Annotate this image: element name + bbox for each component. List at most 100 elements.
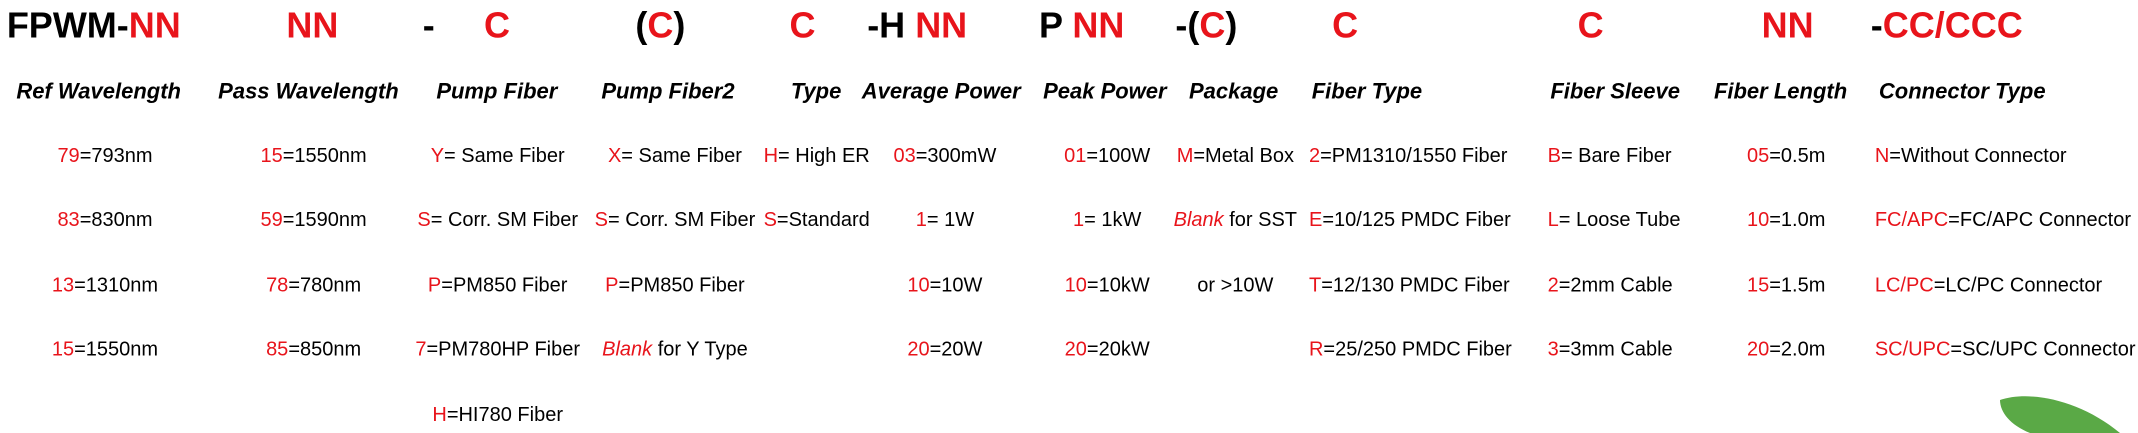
entry-desc: =1.5m bbox=[1769, 275, 1825, 297]
entry: 1= 1kW bbox=[1073, 209, 1141, 231]
entry: P=PM850 Fiber bbox=[428, 275, 568, 297]
entry-desc: = Same Fiber bbox=[444, 145, 565, 167]
code-part: NN bbox=[286, 4, 338, 45]
code-segment: C bbox=[789, 4, 815, 45]
entry-desc: = High ER bbox=[778, 145, 870, 167]
entry-desc: =PM850 Fiber bbox=[441, 275, 568, 297]
code-part: NN bbox=[915, 4, 967, 45]
entry: 10=1.0m bbox=[1747, 209, 1825, 231]
entry: 7=PM780HP Fiber bbox=[415, 339, 580, 361]
entry-desc: for Y Type bbox=[652, 339, 748, 361]
entry-desc: =PM780HP Fiber bbox=[426, 339, 580, 361]
code-part: - bbox=[423, 4, 435, 45]
entry: Blank for Y Type bbox=[602, 339, 748, 361]
entry: H= High ER bbox=[764, 145, 870, 167]
entry-desc: =1550nm bbox=[74, 339, 158, 361]
entry: E=10/125 PMDC Fiber bbox=[1309, 209, 1511, 231]
entry: SC/UPC=SC/UPC Connector bbox=[1875, 339, 2136, 361]
code-part: C bbox=[484, 4, 510, 45]
entry: 15=1550nm bbox=[52, 339, 158, 361]
entry: X= Same Fiber bbox=[608, 145, 742, 167]
entry-code: SC/UPC bbox=[1875, 339, 1951, 361]
entry: B= Bare Fiber bbox=[1548, 145, 1672, 167]
entry: N=Without Connector bbox=[1875, 145, 2067, 167]
column-header: Package bbox=[1189, 79, 1278, 104]
entry-desc: =12/130 PMDC Fiber bbox=[1321, 275, 1510, 297]
entry-code: 15 bbox=[52, 339, 74, 361]
entry-desc: =10W bbox=[930, 275, 983, 297]
entry-code: N bbox=[1875, 145, 1889, 167]
entry-desc: =2.0m bbox=[1769, 339, 1825, 361]
entry-desc: = Same Fiber bbox=[621, 145, 742, 167]
column-header: Pump Fiber bbox=[436, 79, 558, 104]
entry: S= Corr. SM Fiber bbox=[595, 209, 756, 231]
entry-desc: or >10W bbox=[1197, 275, 1273, 297]
code-part: NN bbox=[1762, 4, 1814, 45]
entry: R=25/250 PMDC Fiber bbox=[1309, 339, 1512, 361]
code-part: C bbox=[1199, 4, 1225, 45]
code-segment: P NN bbox=[1039, 4, 1124, 45]
entry-code: S bbox=[595, 209, 608, 231]
entry-code: 59 bbox=[261, 209, 283, 231]
entry-desc: =HI780 Fiber bbox=[447, 404, 564, 426]
entry-desc: =25/250 PMDC Fiber bbox=[1323, 339, 1512, 361]
code-part: NN bbox=[129, 4, 181, 45]
entry-code: LC/PC bbox=[1875, 275, 1934, 297]
entry-desc: =SC/UPC Connector bbox=[1950, 339, 2135, 361]
entry-desc: =1.0m bbox=[1769, 209, 1825, 231]
code-segment: NN bbox=[286, 4, 338, 45]
code-segment: C bbox=[1578, 4, 1604, 45]
entry-code: 2 bbox=[1309, 145, 1320, 167]
code-segment: (C) bbox=[635, 4, 685, 45]
column-header: Average Power bbox=[861, 79, 1022, 104]
entry-code: 78 bbox=[266, 275, 288, 297]
entry-desc: =Metal Box bbox=[1193, 145, 1294, 167]
entry-desc: =850nm bbox=[288, 339, 361, 361]
entry-code: 05 bbox=[1747, 145, 1769, 167]
entry-desc: = Loose Tube bbox=[1559, 209, 1681, 231]
column-header: Fiber Sleeve bbox=[1550, 79, 1680, 104]
column-header: Peak Power bbox=[1043, 79, 1168, 104]
entry-desc: =1550nm bbox=[283, 145, 367, 167]
code-part: ( bbox=[635, 4, 647, 45]
entry-code: Blank bbox=[1174, 209, 1225, 231]
entry-desc: = 1kW bbox=[1084, 209, 1141, 231]
entry-desc: =PM850 Fiber bbox=[619, 275, 746, 297]
entry: 20=20W bbox=[907, 339, 982, 361]
code-segment: - bbox=[423, 4, 435, 45]
code-part: CC/CCC bbox=[1883, 4, 2023, 45]
entry-desc: =20W bbox=[930, 339, 983, 361]
entry: Blank for SST bbox=[1174, 209, 1297, 231]
entry-code: Blank bbox=[602, 339, 653, 361]
entry-desc: =Standard bbox=[777, 209, 870, 231]
entry: 79=793nm bbox=[57, 145, 152, 167]
code-part: C bbox=[647, 4, 673, 45]
entry-code: 10 bbox=[1747, 209, 1769, 231]
column-header: Fiber Length bbox=[1714, 79, 1847, 104]
column-header: Type bbox=[791, 79, 842, 104]
entry: 01=100W bbox=[1064, 145, 1150, 167]
column-header: Pump Fiber2 bbox=[601, 79, 735, 104]
entry-code: P bbox=[605, 275, 618, 297]
column-header: Connector Type bbox=[1879, 79, 2046, 104]
entry: 83=830nm bbox=[57, 209, 152, 231]
entry-code: B bbox=[1548, 145, 1561, 167]
entry: P=PM850 Fiber bbox=[605, 275, 745, 297]
entry-desc: =0.5m bbox=[1769, 145, 1825, 167]
entry-code: M bbox=[1177, 145, 1194, 167]
code-part: C bbox=[1332, 4, 1358, 45]
code-part: ) bbox=[1225, 4, 1237, 45]
entry-desc: = Bare Fiber bbox=[1561, 145, 1672, 167]
column-header: Fiber Type bbox=[1312, 79, 1422, 104]
entry-code: T bbox=[1309, 275, 1321, 297]
code-segment: -CC/CCC bbox=[1871, 4, 2023, 45]
entry-desc: =10kW bbox=[1087, 275, 1150, 297]
entry-desc: =LC/PC Connector bbox=[1934, 275, 2103, 297]
entry-desc: = Corr. SM Fiber bbox=[431, 209, 579, 231]
entry: FC/APC=FC/APC Connector bbox=[1875, 209, 2132, 231]
entry-desc: =793nm bbox=[80, 145, 153, 167]
entry-code: 13 bbox=[52, 275, 74, 297]
column-header: Ref Wavelength bbox=[16, 79, 181, 104]
entry: 59=1590nm bbox=[261, 209, 367, 231]
code-segment: NN bbox=[1762, 4, 1814, 45]
